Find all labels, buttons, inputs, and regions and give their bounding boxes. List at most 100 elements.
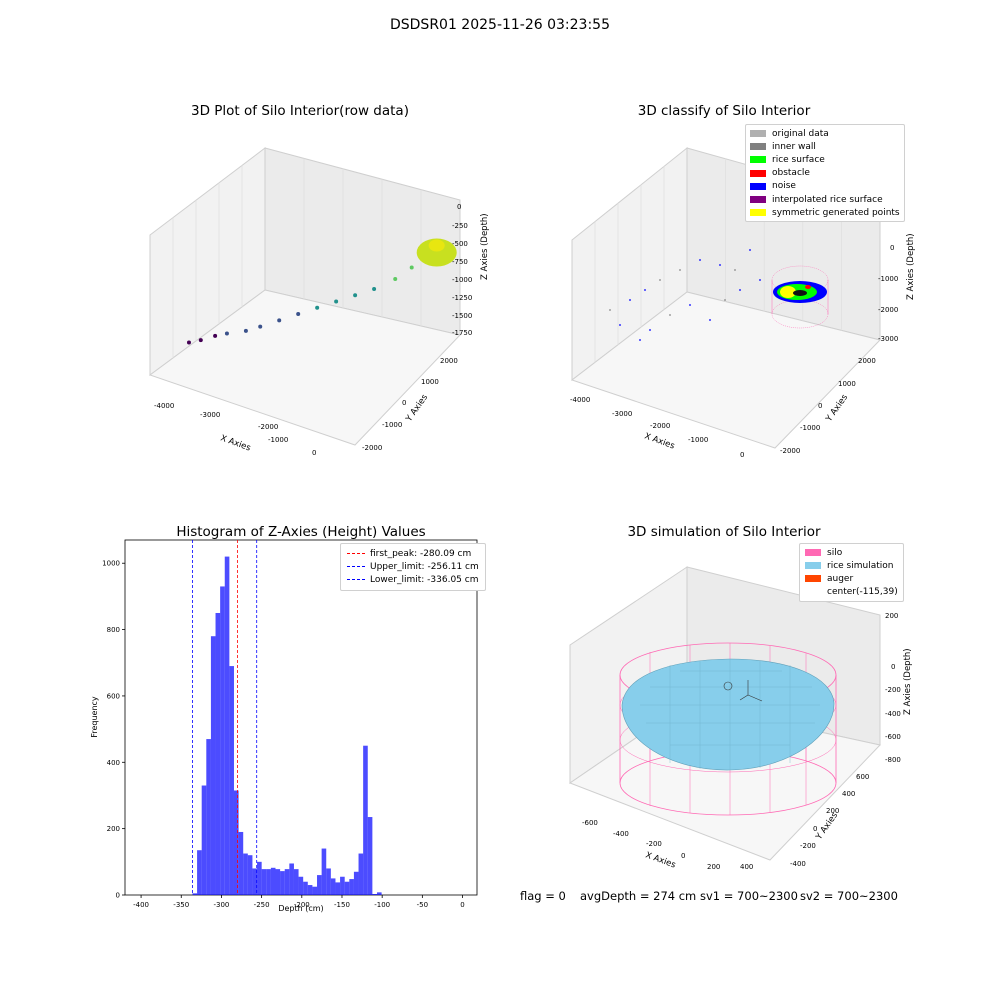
classified-points [609,249,761,341]
z-tick-label: -2000 [878,306,898,314]
legend-swatch [805,575,821,583]
y-tick-label: 800 [107,626,120,634]
noise-point [759,279,761,281]
data-point [224,331,229,336]
x-tick-label: 0 [740,451,744,459]
axes-panes [148,146,461,446]
data-point [334,299,339,304]
histogram-bar [349,879,354,895]
histogram-legend: first_peak: -280.09 cm Upper_limit: -256… [340,543,486,591]
legend-label: interpolated rice surface [772,194,883,205]
legend-label: rice surface [772,154,825,165]
y-axis-label: Frequency [90,696,99,738]
histogram-bar [330,878,336,895]
y-tick-label: 2000 [858,357,876,365]
histogram-bar [233,790,239,895]
z-tick-label: -1500 [452,312,472,320]
legend-swatch [805,549,821,557]
noise-point [699,259,701,261]
histogram-bar [261,869,267,895]
x-tick-label: -400 [133,901,149,909]
legend-item-rice-simulation: rice simulation [805,559,898,572]
histogram-bar [280,871,285,895]
rice-simulation-surface [621,658,835,771]
original-point [679,269,681,271]
data-point [243,328,248,333]
histogram-bar [363,745,368,895]
z-tick-label: -400 [885,710,901,718]
legend-item-noise: noise [750,180,900,193]
histogram-bar [358,853,364,895]
x-tick-label: -200 [294,901,310,909]
histogram-bar [270,867,276,895]
z-tick-label: -600 [885,733,901,741]
histogram-bar [284,869,290,895]
z-tick-label: -1250 [452,294,472,302]
y-tick-label: -1000 [800,424,820,432]
legend-label: original data [772,128,829,139]
histogram-bar [201,785,207,895]
histogram-bar [372,894,377,895]
histogram-bar [344,881,350,895]
y-tick-label: 1000 [102,560,120,568]
raw-3d-plot: -4000 -3000 -2000 -1000 0 X Axies -2000 … [148,146,490,457]
original-point [724,299,726,301]
legend-label: center(-115,39) [827,587,898,598]
y-tick-label: -200 [800,842,816,850]
histogram-bar [326,868,331,895]
legend-label: auger [827,573,854,584]
x-tick-label: -2000 [258,423,278,431]
histogram-bar [340,876,345,895]
legend-swatch [750,209,766,217]
data-point [353,293,358,298]
legend-item-obstacle: obstacle [750,167,900,180]
x-tick-label: 200 [707,863,720,871]
x-tick-label: -250 [254,901,270,909]
rice-surface-cluster [773,281,827,303]
z-tick-label: -200 [885,686,901,694]
simulation-legend: silo rice simulation auger center(-115,3… [799,543,904,602]
data-point [315,305,320,310]
histogram-bar [307,885,313,895]
legend-swatch [750,156,766,164]
data-point [409,265,414,270]
y-axis-label: Y Axies [814,810,841,842]
x-tick-label: -600 [582,819,598,827]
y-axis-label: Y Axies [404,392,431,424]
histogram-bar [224,556,230,895]
z-tick-label: 0 [457,203,461,211]
histogram-bar [192,893,198,895]
histogram-bar [252,868,258,895]
y-tick-label: -2000 [362,444,382,452]
histogram-bar [335,882,341,895]
simulation-3d-plot: -600 -400 -200 0 200 400 X Axies -400 -2… [568,566,913,871]
histogram-bar [303,881,308,895]
z-tick-label: 0 [891,663,895,671]
z-tick-label: -750 [452,258,468,266]
histogram-bar [289,863,294,895]
dense-surface-peak [428,239,445,252]
histogram-bar [293,869,299,895]
histogram-bar [229,666,234,895]
z-tick-label: -800 [885,756,901,764]
data-point [296,312,301,317]
x-axis-label: X Axies [219,433,252,453]
histogram-bar [220,586,225,895]
y-tick-label: 600 [856,773,869,781]
simulation-title: 3D simulation of Silo Interior [627,524,821,540]
x-tick-label: -150 [334,901,350,909]
data-point [393,277,398,282]
histogram-bar [247,855,253,895]
legend-swatch [805,589,821,596]
z-axis-label: Z Axies (Depth) [480,213,490,280]
legend-item-first-peak: first_peak: -280.09 cm [347,547,479,560]
noise-point [639,339,641,341]
z-axis-label: Z Axies (Depth) [903,648,913,715]
y-tick-label: 1000 [421,378,439,386]
legend-line [347,566,365,568]
histogram-bar [197,850,202,895]
legend-label: Lower_limit: -336.05 cm [370,574,479,585]
x-tick-label: -1000 [268,436,288,444]
figure-title: DSDSR01 2025-11-26 03:23:55 [389,17,610,33]
noise-point [739,289,741,291]
